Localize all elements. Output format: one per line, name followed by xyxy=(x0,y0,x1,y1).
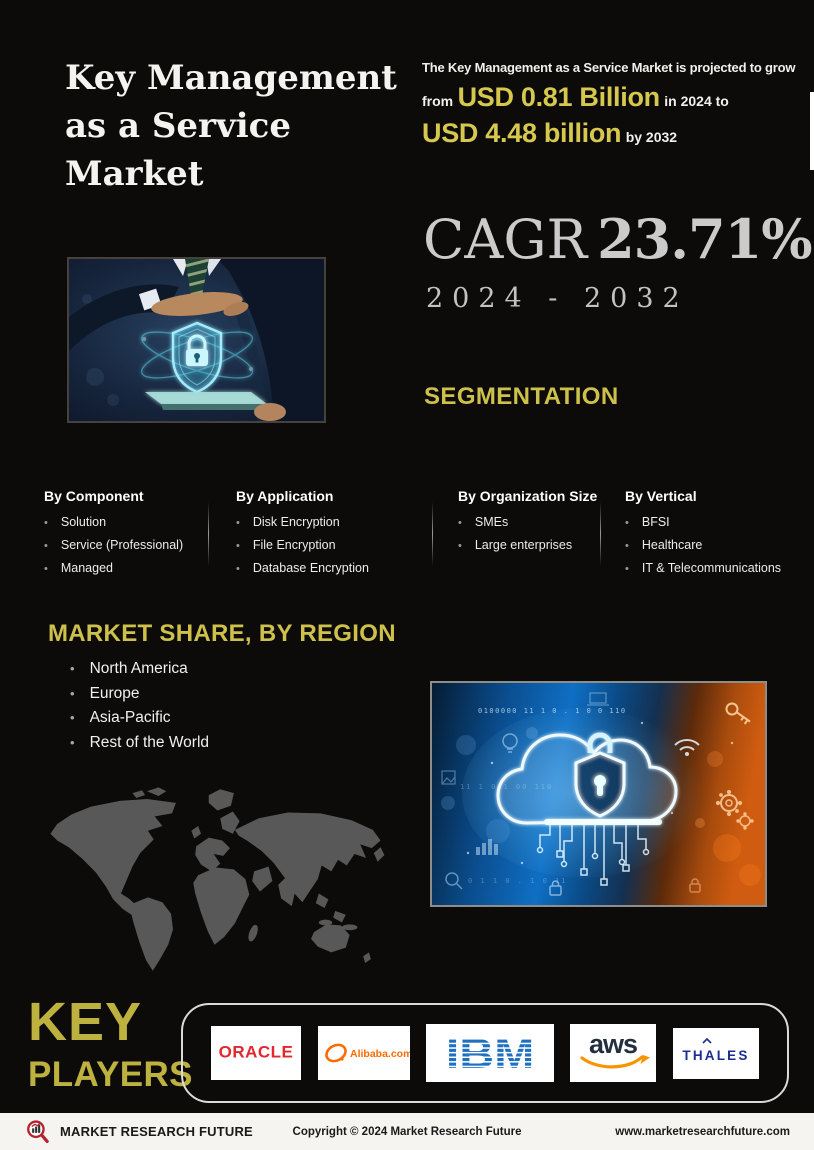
laptop-icon xyxy=(587,692,609,706)
edge-decoration xyxy=(810,92,814,170)
ibm-logo-art: IBM xyxy=(446,1030,535,1077)
key-players-line1: KEY xyxy=(28,992,143,1052)
region-list: North America Europe Asia-Pacific Rest o… xyxy=(70,660,209,758)
segment-item: Disk Encryption xyxy=(236,515,369,529)
magnifier-icon xyxy=(445,872,463,890)
aws-smile-arrow xyxy=(640,1055,651,1064)
segment-item: Service (Professional) xyxy=(44,538,183,552)
segment-title: By Organization Size xyxy=(458,488,598,504)
key-players-line2: PLAYERS xyxy=(28,1055,193,1094)
divider xyxy=(208,502,209,566)
region-item: Europe xyxy=(70,685,209,703)
tablet xyxy=(145,392,267,404)
segment-item: Solution xyxy=(44,515,183,529)
oracle-logo: ORACLE xyxy=(211,1026,302,1080)
image-frame-icon xyxy=(441,770,456,785)
aws-logo: aws xyxy=(570,1024,657,1082)
copyright-text: Copyright © 2024 Market Research Future xyxy=(292,1125,522,1138)
projection-intro: The Key Management as a Service Market i… xyxy=(422,60,796,75)
alibaba-logo-text: Alibaba.com xyxy=(350,1048,410,1060)
world-map xyxy=(28,770,430,992)
thales-logo-text: THALES xyxy=(682,1048,749,1063)
segment-item: Database Encryption xyxy=(236,561,369,575)
ibm-logo: IBM xyxy=(425,1024,554,1082)
wifi-icon xyxy=(674,739,700,756)
projection-2024-row: from USD 0.81 Billion in 2024 to xyxy=(422,82,804,113)
brand-name: MARKET RESEARCH FUTURE xyxy=(60,1124,253,1139)
circuit-traces xyxy=(536,825,650,886)
binary-text: 0100000 11 1 0 . 1 0 0 110 xyxy=(478,707,627,715)
oracle-logo-art: ORACLE xyxy=(219,1043,294,1062)
shield-lock-hologram-icon xyxy=(171,321,223,394)
cagr-period: 2024 - 2032 xyxy=(426,283,689,314)
segment-item: SMEs xyxy=(458,515,597,529)
value-2024: USD 0.81 Billion xyxy=(457,81,661,112)
segment-item: IT & Telecommunications xyxy=(625,561,781,575)
title-line-2: as a Service xyxy=(65,106,291,146)
website-link[interactable]: www.marketresearchfuture.com xyxy=(615,1125,790,1138)
segment-item: Managed xyxy=(44,561,183,575)
thales-logo: THALES xyxy=(672,1027,759,1079)
segment-title: By Application xyxy=(236,488,334,504)
bar-chart-icon xyxy=(476,839,498,855)
mrfr-magnifier-logo-icon xyxy=(27,1120,49,1144)
padlock-icon xyxy=(689,878,701,893)
world-map-silhouette xyxy=(50,787,385,971)
ibm-logo-text: IBM xyxy=(446,1030,535,1077)
segment-title: By Vertical xyxy=(625,488,697,504)
segment-item: Large enterprises xyxy=(458,538,597,552)
market-share-heading: MARKET SHARE, BY REGION xyxy=(48,620,396,647)
binary-text: 0 1 1 0 . 1 0 11 xyxy=(468,877,567,885)
aws-logo-text: aws xyxy=(589,1029,637,1059)
aws-logo-art: aws xyxy=(580,1029,651,1069)
lightbulb-icon xyxy=(502,733,518,753)
cagr-block: CAGR 23.71% xyxy=(423,207,813,271)
padlock-icon xyxy=(549,880,562,896)
cloud-security-illustration: 0100000 11 1 0 . 1 0 0 110 11 1 0 1 00 1… xyxy=(432,683,765,905)
thales-accent-mark xyxy=(702,1037,712,1044)
market-projection: The Key Management as a Service Market i… xyxy=(422,60,804,149)
shield-lock-icon xyxy=(574,732,626,818)
sparkle-dots xyxy=(466,721,734,865)
brand: MARKET RESEARCH FUTURE xyxy=(26,1119,253,1144)
hero-security-photo xyxy=(67,257,326,423)
region-item: Asia-Pacific xyxy=(70,709,209,727)
divider xyxy=(432,502,433,566)
value-2032: USD 4.48 billion xyxy=(422,117,622,148)
gear-icon xyxy=(715,789,754,830)
alibaba-logo: Alibaba.com xyxy=(317,1026,410,1080)
title-line-3: Market xyxy=(65,154,204,194)
region-item: North America xyxy=(70,660,209,678)
key-players-logo-panel: ORACLE Alibaba.com xyxy=(181,1003,789,1103)
page-title: Key Management as a Service Market xyxy=(65,54,397,198)
businessman-shield-illustration xyxy=(69,259,324,421)
segment-column-application: By Application Disk Encryption File Encr… xyxy=(236,488,369,584)
from-label: from xyxy=(422,92,454,109)
key-players-heading: KEY PLAYERS xyxy=(28,995,193,1092)
region-item: Rest of the World xyxy=(70,734,209,752)
footer-bar: MARKET RESEARCH FUTURE Copyright © 2024 … xyxy=(0,1113,814,1150)
segment-column-component: By Component Solution Service (Professio… xyxy=(44,488,183,584)
key-icon xyxy=(725,702,751,725)
segment-item: File Encryption xyxy=(236,538,369,552)
cloud-security-photo: 0100000 11 1 0 . 1 0 0 110 11 1 0 1 00 1… xyxy=(430,681,767,907)
thales-logo-art: THALES xyxy=(682,1037,749,1063)
segmentation-heading: SEGMENTATION xyxy=(424,383,619,410)
segment-column-organization-size: By Organization Size SMEs Large enterpri… xyxy=(458,488,597,561)
aws-smile-swoosh xyxy=(580,1055,644,1069)
segment-item: BFSI xyxy=(625,515,781,529)
mid-label: in 2024 to xyxy=(664,92,729,109)
oracle-logo-text: ORACLE xyxy=(219,1043,294,1062)
cagr-label: CAGR xyxy=(423,208,588,271)
segment-title: By Component xyxy=(44,488,144,504)
cagr-value: 23.71% xyxy=(597,207,812,271)
end-label: by 2032 xyxy=(625,128,678,145)
segment-column-vertical: By Vertical BFSI Healthcare IT & Telecom… xyxy=(625,488,781,584)
projection-2032-row: USD 4.48 billion by 2032 xyxy=(422,118,804,149)
segment-item: Healthcare xyxy=(625,538,781,552)
title-line-1: Key Management xyxy=(65,58,397,98)
divider xyxy=(600,502,601,566)
alibaba-logo-art: Alibaba.com xyxy=(324,1043,410,1063)
